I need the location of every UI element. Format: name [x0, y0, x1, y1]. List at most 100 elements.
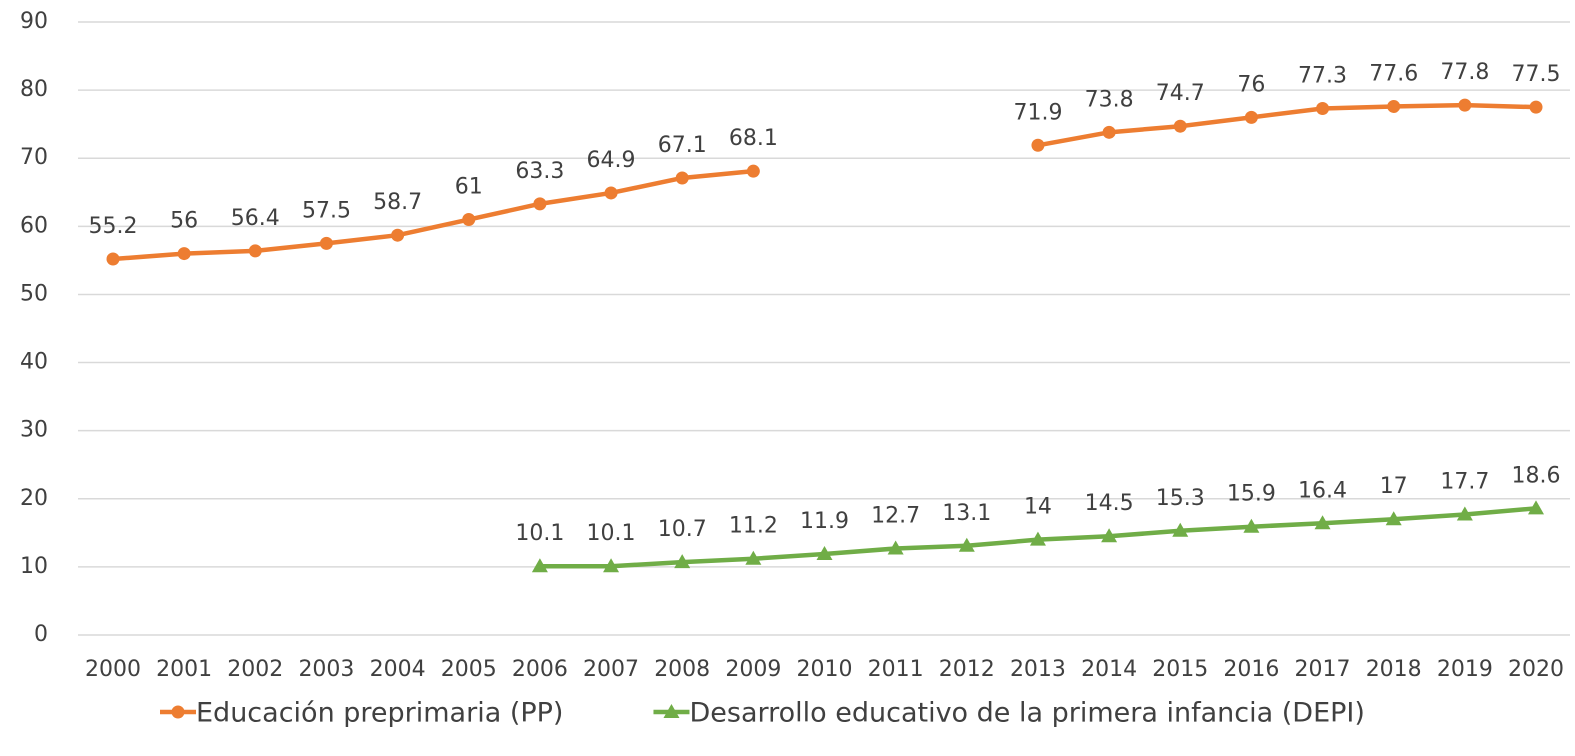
y-tick-label: 0: [34, 622, 48, 647]
data-label: 15.3: [1156, 486, 1205, 511]
data-label: 11.2: [729, 514, 778, 539]
marker: [663, 704, 680, 718]
data-label: 16.4: [1298, 478, 1347, 503]
y-tick-label: 20: [20, 486, 48, 511]
legend-label: Desarrollo educativo de la primera infan…: [689, 698, 1364, 729]
y-tick-label: 40: [20, 350, 48, 375]
marker: [531, 558, 548, 573]
marker: [462, 213, 476, 227]
data-label: 17: [1380, 474, 1408, 499]
marker: [1316, 102, 1330, 116]
x-tick-label: 2012: [939, 657, 995, 682]
data-label: 77.6: [1369, 61, 1418, 86]
y-tick-label: 80: [20, 77, 48, 102]
marker: [958, 537, 975, 552]
data-label: 76: [1237, 72, 1265, 97]
data-label: 14.5: [1085, 491, 1134, 516]
x-tick-label: 2016: [1223, 657, 1279, 682]
marker: [533, 197, 547, 211]
data-label: 13.1: [942, 501, 991, 526]
data-label: 14: [1024, 495, 1052, 520]
data-label: 71.9: [1013, 100, 1062, 125]
marker: [1243, 518, 1260, 533]
legend-label: Educación preprimaria (PP): [196, 698, 563, 729]
legend: Educación preprimaria (PP) Desarrollo edu…: [160, 698, 1365, 729]
data-label: 10.1: [587, 521, 636, 546]
data-label: 11.9: [800, 509, 849, 534]
data-label: 77.8: [1440, 60, 1489, 85]
marker: [1385, 511, 1402, 526]
x-tick-label: 2019: [1437, 657, 1493, 682]
marker: [816, 545, 833, 560]
data-label: 67.1: [658, 133, 707, 158]
x-tick-label: 2002: [227, 657, 283, 682]
marker: [1029, 531, 1046, 546]
y-tick-label: 30: [20, 418, 48, 443]
x-tick-label: 2018: [1366, 657, 1422, 682]
y-tick-label: 10: [20, 554, 48, 579]
marker: [603, 558, 620, 573]
marker: [391, 228, 405, 242]
x-tick-label: 2015: [1152, 657, 1208, 682]
x-tick-label: 2009: [725, 657, 781, 682]
y-tick-label: 60: [20, 213, 48, 238]
data-label: 10.7: [658, 517, 707, 542]
line: [112, 102, 1537, 262]
data-label: 58.7: [373, 190, 422, 215]
data-label: 77.5: [1512, 62, 1561, 87]
marker: [1456, 506, 1473, 521]
x-tick-label: 2004: [370, 657, 426, 682]
data-label: 15.9: [1227, 482, 1276, 507]
x-tick-label: 2006: [512, 657, 568, 682]
x-tick-label: 2014: [1081, 657, 1137, 682]
x-tick-label: 2010: [797, 657, 853, 682]
marker: [604, 186, 618, 200]
x-tick-label: 2020: [1508, 657, 1564, 682]
marker: [171, 705, 185, 719]
y-tick-label: 70: [20, 145, 48, 170]
marker: [1173, 119, 1187, 133]
data-label: 10.1: [515, 521, 564, 546]
x-tick-label: 2001: [156, 657, 212, 682]
y-tick-label: 90: [20, 9, 48, 34]
data-label: 55.2: [89, 214, 138, 239]
marker: [745, 550, 762, 565]
x-tick-label: 2007: [583, 657, 639, 682]
marker: [746, 164, 760, 178]
data-label: 17.7: [1440, 469, 1489, 494]
data-label: 56.4: [231, 206, 280, 231]
data-label: 12.7: [871, 503, 920, 528]
data-label: 68.1: [729, 126, 778, 151]
data-label: 61: [455, 175, 483, 200]
marker: [1529, 100, 1543, 114]
marker: [674, 554, 691, 569]
marker: [1387, 99, 1401, 113]
marker: [1314, 515, 1331, 530]
data-label: 74.7: [1156, 81, 1205, 106]
marker: [1458, 98, 1472, 112]
data-label: 57.5: [302, 198, 351, 223]
x-tick-label: 2003: [298, 657, 354, 682]
marker: [1528, 500, 1544, 515]
data-label: 56: [170, 209, 198, 234]
marker: [319, 236, 333, 250]
x-tick-label: 2000: [85, 657, 141, 682]
x-tick-label: 2011: [868, 657, 924, 682]
data-label: 64.9: [587, 148, 636, 173]
marker: [106, 252, 120, 266]
marker: [1102, 125, 1116, 139]
marker: [248, 244, 262, 258]
x-tick-label: 2005: [441, 657, 497, 682]
marker: [675, 171, 689, 185]
data-label: 63.3: [515, 159, 564, 184]
data-label: 18.6: [1512, 463, 1561, 488]
marker: [1244, 110, 1258, 124]
marker: [1101, 528, 1118, 543]
data-label: 73.8: [1085, 87, 1134, 112]
y-tick-label: 50: [20, 281, 48, 306]
x-tick-label: 2008: [654, 657, 710, 682]
marker: [177, 247, 191, 261]
marker: [1031, 138, 1045, 152]
x-tick-label: 2013: [1010, 657, 1066, 682]
